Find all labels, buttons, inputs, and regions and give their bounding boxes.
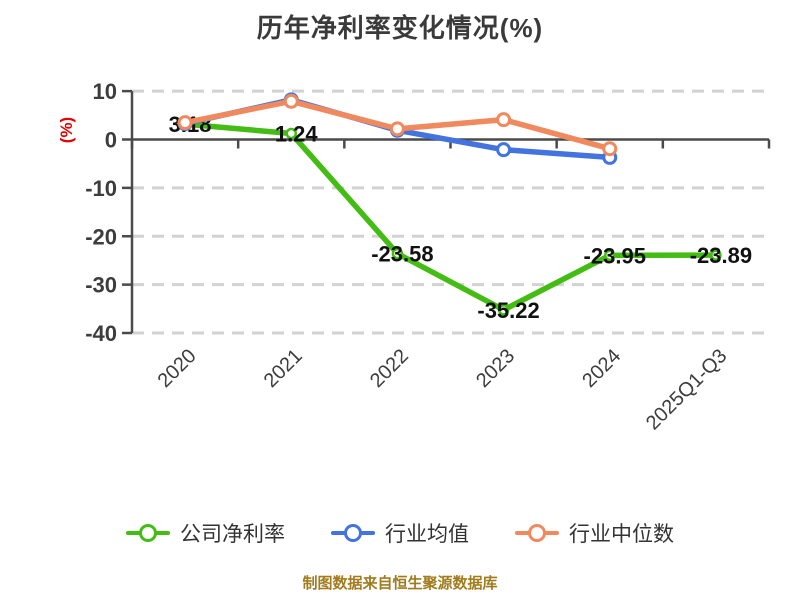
legend-label-industry-avg: 行业均值 — [385, 523, 469, 546]
y-tick-label-10: 10 — [93, 79, 117, 104]
series-2-point — [283, 93, 299, 109]
series-line-0 — [182, 121, 719, 313]
value-label: -23.89 — [690, 243, 752, 268]
legend-item-industry-avg[interactable]: 行业均值 — [331, 518, 469, 548]
y-tick-label--20: -20 — [85, 224, 117, 249]
x-tick-label-2025Q1-Q3: 2025Q1-Q3 — [642, 345, 731, 434]
legend: 公司净利率 行业均值 行业中位数 — [0, 518, 800, 548]
x-tick-label-2022: 2022 — [366, 345, 413, 392]
series-2-point — [602, 141, 618, 157]
series-0-point — [710, 249, 722, 261]
series-0-point — [285, 127, 297, 140]
legend-label-industry-median: 行业中位数 — [569, 523, 674, 546]
plot-area: 10 0 -10 -20 -30 -40 2020 2021 2022 2023 2024 2025Q… — [57, 79, 771, 434]
chart-title: 历年净利率变化情况(%) — [256, 13, 544, 43]
value-label: -23.95 — [584, 243, 646, 268]
x-tick-label-2024: 2024 — [578, 345, 625, 392]
value-label: 1.24 — [275, 122, 319, 147]
series-0-point — [497, 304, 510, 316]
y-tick-label--30: -30 — [85, 273, 117, 298]
value-label: -35.22 — [477, 298, 539, 323]
legend-marker-industry-median-icon — [515, 524, 559, 542]
data-source-caption: 制图数据来自恒生聚源数据库 — [302, 575, 498, 592]
legend-marker-industry-avg-icon — [331, 524, 375, 542]
y-tick-label--40: -40 — [85, 321, 117, 346]
y-tick-label--10: -10 — [85, 176, 117, 201]
value-label: -23.58 — [371, 242, 433, 267]
series-2-point — [389, 121, 405, 137]
y-tick-label-0: 0 — [105, 128, 117, 153]
legend-item-industry-median[interactable]: 行业中位数 — [515, 518, 674, 548]
legend-item-company[interactable]: 公司净利率 — [126, 518, 285, 548]
legend-label-company: 公司净利率 — [180, 523, 285, 546]
series-1-point — [496, 142, 512, 158]
x-tick-label-2021: 2021 — [260, 345, 307, 392]
series-0-point — [391, 247, 404, 260]
series-0-point — [604, 249, 616, 262]
x-tick-label-2023: 2023 — [472, 345, 519, 392]
series-2-point — [496, 112, 512, 128]
series-2-point — [177, 115, 193, 131]
y-axis-unit-label: (%) — [57, 117, 76, 143]
x-tick-label-2020: 2020 — [154, 345, 201, 392]
legend-marker-company-icon — [126, 524, 170, 542]
